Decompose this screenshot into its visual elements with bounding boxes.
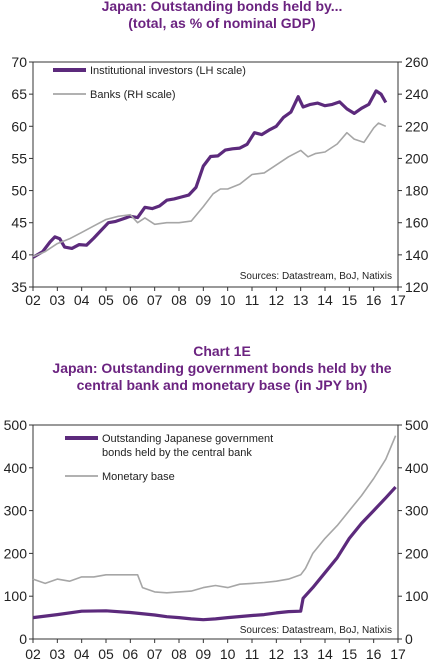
x-tick-label: 13 [293,292,309,308]
y-right-tick-label: 260 [405,54,429,70]
x-tick-label: 02 [25,646,41,662]
chart-b-title-block: Chart 1E Japan: Outstanding government b… [0,343,444,394]
y-right-tick-label: 300 [405,503,429,519]
x-tick-label: 15 [342,292,358,308]
x-tick-label: 17 [390,292,406,308]
y-left-tick-label: 70 [11,54,27,70]
y-left-tick-label: 40 [11,247,27,263]
x-tick-label: 07 [147,292,163,308]
x-tick-label: 03 [50,646,66,662]
y-left-tick-label: 50 [11,183,27,199]
x-tick-label: 16 [366,292,382,308]
y-right-tick-label: 160 [405,215,429,231]
y-right-tick-label: 0 [405,631,413,647]
source-note: Sources: Datastream, BoJ, Natixis [240,271,392,282]
plot-frame [32,61,399,288]
x-tick-label: 17 [390,646,406,662]
series-line-1 [32,122,387,258]
x-tick-label: 05 [98,292,114,308]
y-left-tick-label: 65 [11,86,27,102]
y-left-tick-label: 35 [11,279,27,295]
chart-a-title-line2: (total, as % of nominal GDP) [128,15,316,31]
x-tick-label: 11 [245,646,260,662]
x-tick-label: 14 [317,292,333,308]
y-left-tick-label: 60 [11,118,27,134]
x-tick-label: 09 [196,292,212,308]
source-note: Sources: Datastream, BoJ, Natixis [240,625,392,636]
legend-label-0: Outstanding Japanese government [102,433,273,445]
series-line-0 [32,89,388,259]
y-left-tick-label: 100 [4,588,28,604]
chart-b-plot: 0 100 200 300 400 500 0 100 200 300 400 500 02 03 04 05… [4,417,429,662]
x-tick-label: 10 [220,292,236,308]
y-left-tick-label: 0 [19,631,27,647]
chart-b-number: Chart 1E [193,343,251,359]
y-right-tick-label: 500 [405,417,429,433]
y-right-tick-label: 200 [405,545,429,561]
x-tick-label: 04 [74,646,90,662]
plot-frame [32,424,399,640]
y-left-tick-label: 300 [4,503,28,519]
y-left-tick-label: 45 [11,215,27,231]
chart-a-title-block: Japan: Outstanding bonds held by... (tot… [0,0,444,32]
x-tick-label: 05 [98,646,114,662]
x-tick-label: 11 [245,292,260,308]
x-tick-label: 12 [269,292,285,308]
y-right-tick-label: 180 [405,183,429,199]
legend-label-0: Institutional investors (LH scale) [90,65,246,77]
chart-a-title-line1: Japan: Outstanding bonds held by... [101,0,343,14]
series-line-1 [32,435,397,594]
legend-label-0: bonds held by the central bank [102,447,252,459]
chart-a-plot: 35 40 45 50 55 60 65 70 120 140 160 180 200 220 240 260… [11,54,429,308]
x-tick-label: 04 [74,292,90,308]
y-left-tick-label: 500 [4,417,28,433]
y-right-tick-label: 220 [405,118,429,134]
x-tick-label: 10 [220,646,236,662]
y-right-tick-label: 100 [405,588,429,604]
x-tick-label: 02 [25,292,41,308]
x-tick-label: 15 [342,646,358,662]
y-left-tick-label: 200 [4,545,28,561]
y-right-tick-label: 120 [405,279,429,295]
x-tick-label: 06 [123,292,139,308]
y-right-tick-label: 400 [405,460,429,476]
series-line-0 [32,486,397,622]
legend-label-1: Banks (RH scale) [90,89,176,101]
x-tick-label: 06 [123,646,139,662]
y-right-tick-label: 240 [405,86,429,102]
y-left-tick-label: 400 [4,460,28,476]
x-tick-label: 09 [196,646,212,662]
x-tick-label: 03 [50,292,66,308]
x-tick-label: 08 [171,646,187,662]
y-left-tick-label: 55 [11,150,27,166]
y-right-tick-label: 140 [405,247,429,263]
x-tick-label: 14 [317,646,333,662]
x-tick-label: 16 [366,646,382,662]
x-tick-label: 12 [269,646,285,662]
x-tick-label: 08 [171,292,187,308]
x-tick-label: 07 [147,646,163,662]
legend-label-1: Monetary base [102,471,175,483]
chart-b-title-line1: Japan: Outstanding government bonds held… [52,360,392,376]
x-tick-label: 13 [293,646,309,662]
chart-b-title-line2: central bank and monetary base (in JPY b… [76,377,368,393]
y-right-tick-label: 200 [405,150,429,166]
